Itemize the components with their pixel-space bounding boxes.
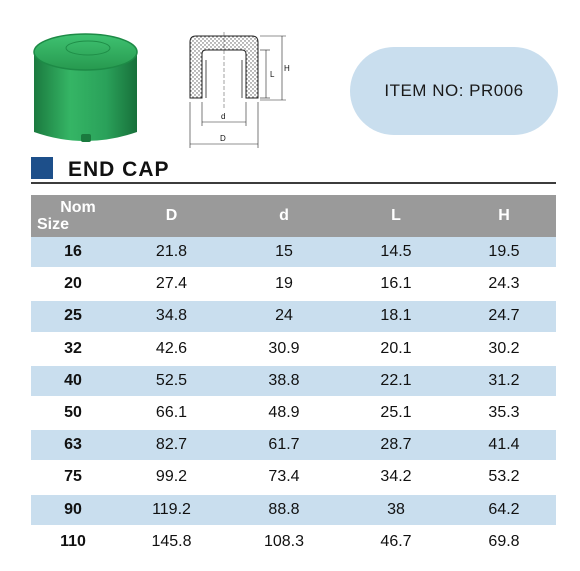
table-row: 32 42.6 30.9 20.1 30.2 (31, 332, 556, 366)
cell-D: 66.1 (115, 396, 228, 431)
cell-H: 41.4 (452, 429, 556, 463)
cell-L: 22.1 (340, 364, 452, 398)
cell-D: 21.8 (115, 237, 228, 270)
cell-D: 99.2 (115, 461, 228, 495)
cell-size: 63 (31, 429, 115, 463)
cell-size: 16 (31, 237, 115, 270)
header-H: H (452, 195, 556, 237)
cell-size: 110 (31, 525, 115, 559)
cell-H: 31.2 (452, 364, 556, 398)
cell-size: 20 (31, 268, 115, 302)
cell-L: 14.5 (340, 237, 452, 270)
cell-D: 82.7 (115, 429, 228, 463)
cell-d: 73.4 (228, 461, 340, 495)
cell-d: 19 (228, 268, 340, 302)
cell-d: 38.8 (228, 364, 340, 398)
cell-size: 40 (31, 364, 115, 398)
dim-H-label: H (284, 64, 290, 73)
cell-L: 20.1 (340, 332, 452, 366)
page-title: END CAP (68, 158, 170, 181)
cell-size: 75 (31, 461, 115, 495)
table-row: 75 99.2 73.4 34.2 53.2 (31, 461, 556, 495)
cell-d: 24 (228, 300, 340, 334)
table-row: 25 34.8 24 18.1 24.7 (31, 300, 556, 334)
table-row: 40 52.5 38.8 22.1 31.2 (31, 364, 556, 398)
cell-size: 50 (31, 396, 115, 431)
table-row: 110 145.8 108.3 46.7 69.8 (31, 525, 556, 559)
table-row: 50 66.1 48.9 25.1 35.3 (31, 396, 556, 431)
cell-d: 48.9 (228, 396, 340, 431)
header-size: Size (37, 216, 70, 233)
dim-D-label: D (220, 134, 226, 143)
cell-d: 88.8 (228, 493, 340, 527)
header-D: D (115, 195, 228, 237)
cell-d: 108.3 (228, 525, 340, 559)
cell-L: 38 (340, 493, 452, 527)
product-photo (33, 33, 138, 142)
cell-D: 42.6 (115, 332, 228, 366)
cell-D: 119.2 (115, 493, 228, 527)
table-row: 20 27.4 19 16.1 24.3 (31, 268, 556, 302)
cell-D: 145.8 (115, 525, 228, 559)
cell-D: 34.8 (115, 300, 228, 334)
cell-d: 15 (228, 237, 340, 270)
cell-H: 19.5 (452, 237, 556, 270)
cell-H: 53.2 (452, 461, 556, 495)
table-row: 90 119.2 88.8 38 64.2 (31, 493, 556, 527)
cell-L: 46.7 (340, 525, 452, 559)
item-number-badge: ITEM NO: PR006 (350, 47, 558, 135)
cell-L: 16.1 (340, 268, 452, 302)
cell-D: 52.5 (115, 364, 228, 398)
cell-D: 27.4 (115, 268, 228, 302)
cell-H: 24.3 (452, 268, 556, 302)
header-nom-size: Nom Size (31, 195, 115, 237)
table-header-row: Nom Size D d L H (31, 195, 556, 237)
item-number-label: ITEM NO: PR006 (384, 81, 524, 100)
cell-H: 24.7 (452, 300, 556, 334)
cell-size: 90 (31, 493, 115, 527)
dim-L-label: L (270, 70, 275, 79)
header-L: L (340, 195, 452, 237)
cell-size: 32 (31, 332, 115, 366)
header-nom: Nom (60, 199, 96, 216)
title-divider (31, 182, 556, 184)
table-row: 63 82.7 61.7 28.7 41.4 (31, 429, 556, 463)
cell-L: 25.1 (340, 396, 452, 431)
spec-table: Nom Size D d L H 16 21.8 15 14.5 19.5 20 27.4 1… (31, 195, 556, 559)
cell-H: 69.8 (452, 525, 556, 559)
technical-drawing: L H d D (189, 32, 290, 148)
cell-d: 30.9 (228, 332, 340, 366)
cell-L: 18.1 (340, 300, 452, 334)
table-row: 16 21.8 15 14.5 19.5 (31, 237, 556, 270)
dim-d-label: d (221, 112, 225, 121)
header-d: d (228, 195, 340, 237)
cell-L: 28.7 (340, 429, 452, 463)
cell-d: 61.7 (228, 429, 340, 463)
cell-L: 34.2 (340, 461, 452, 495)
cell-H: 35.3 (452, 396, 556, 431)
cell-size: 25 (31, 300, 115, 334)
title-accent-square (31, 157, 53, 179)
cell-H: 64.2 (452, 493, 556, 527)
cell-H: 30.2 (452, 332, 556, 366)
